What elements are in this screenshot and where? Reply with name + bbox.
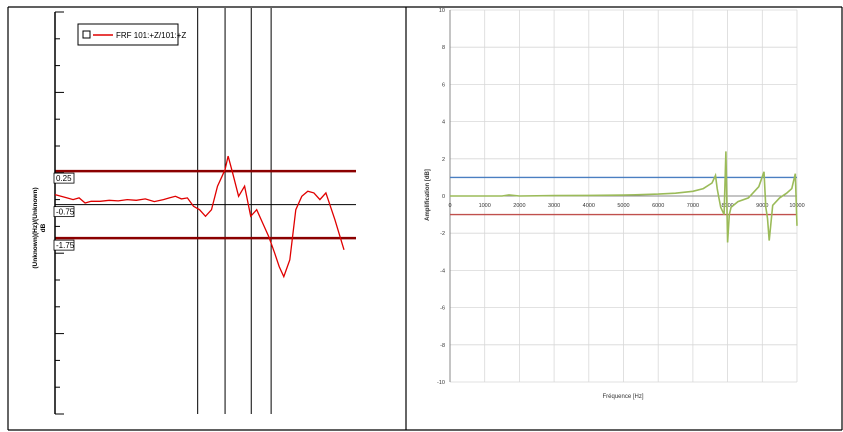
y-tick-label-10: 10 xyxy=(439,8,445,14)
figure-frame xyxy=(7,6,843,431)
legend-box xyxy=(77,23,179,46)
y-axis-ticks xyxy=(55,11,64,415)
frf-chart: 0.25 -0.75 -1.75 FRF 101:+Z/101:+Z (Unknow… xyxy=(32,8,356,415)
y-tick-label-1: -8 xyxy=(440,343,445,349)
band-label-box-3 xyxy=(53,239,75,251)
band-label-text-1: 0.25 xyxy=(56,174,72,183)
amplification-chart: 0 1000 2000 3000 4000 5000 6000 7000 8000 9000 100… xyxy=(425,8,805,400)
y-axis-label: Amplification [dB] xyxy=(425,169,431,221)
y-tick-label-3: -4 xyxy=(440,268,445,274)
y-tick-label-9: 8 xyxy=(442,45,445,51)
frf-series xyxy=(54,155,345,279)
legend: FRF 101:+Z/101:+Z xyxy=(77,23,186,46)
band-label-box-2 xyxy=(53,206,75,218)
y-axis-label: (Unknown)(Hz)/(Unknown) dB xyxy=(32,187,47,268)
y-tick-label-8: 6 xyxy=(442,82,445,88)
y-axis-label-line-2: dB xyxy=(40,223,47,232)
x-axis-label: Fréquence [Hz] xyxy=(602,394,643,400)
amplification-series xyxy=(450,151,798,243)
frf-series-line-1 xyxy=(54,155,345,279)
y-tick-label-7: 4 xyxy=(442,120,445,126)
x-marker-lines xyxy=(197,8,272,414)
x-tick-label-4: 4000 xyxy=(583,203,595,209)
band-label-2: -0.75 xyxy=(53,206,75,218)
x-tick-label-6: 6000 xyxy=(652,203,664,209)
x-tick-label-9: 9000 xyxy=(756,203,768,209)
band-label-3: -1.75 xyxy=(53,239,75,251)
y-axis-tick-labels: -10 -8 -6 -4 -2 0 2 4 6 8 10 xyxy=(437,8,445,386)
y-axis-label-line-1: (Unknown)(Hz)/(Unknown) xyxy=(32,187,39,268)
x-axis-tick-labels: 0 1000 2000 3000 4000 5000 6000 7000 8000 9000 100… xyxy=(448,203,804,209)
amplification-series-line-3 xyxy=(450,151,798,243)
x-tick-label-5: 5000 xyxy=(617,203,629,209)
x-tick-label-7: 7000 xyxy=(687,203,699,209)
gridlines xyxy=(449,9,798,383)
band-labels: 0.25 -0.75 -1.75 xyxy=(53,172,75,251)
legend-label: FRF 101:+Z/101:+Z xyxy=(116,31,186,40)
band-label-1: 0.25 xyxy=(53,172,75,184)
legend-marker-icon xyxy=(82,30,91,39)
reference-lines xyxy=(55,169,356,240)
x-tick-label-2: 2000 xyxy=(513,203,525,209)
y-tick-label-5: 0 xyxy=(442,194,445,200)
x-tick-label-1: 1000 xyxy=(479,203,491,209)
y-tick-label-6: 2 xyxy=(442,157,445,163)
y-tick-label-4: -2 xyxy=(440,231,445,237)
y-tick-label-2: -6 xyxy=(440,306,445,312)
band-label-text-2: -0.75 xyxy=(56,208,75,217)
band-label-text-3: -1.75 xyxy=(56,241,75,250)
x-tick-label-3: 3000 xyxy=(548,203,560,209)
band-label-box-1 xyxy=(53,172,75,184)
x-tick-label-0: 0 xyxy=(448,203,451,209)
y-tick-label-0: -10 xyxy=(437,380,445,386)
